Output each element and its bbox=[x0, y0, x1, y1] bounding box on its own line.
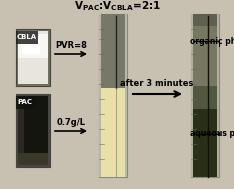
Bar bbox=[193, 14, 217, 26]
Text: after 3 minutes: after 3 minutes bbox=[120, 79, 194, 88]
Bar bbox=[99, 14, 127, 177]
Text: organic phase: organic phase bbox=[190, 36, 234, 46]
Bar bbox=[18, 153, 48, 165]
Bar bbox=[191, 14, 219, 177]
Text: 0.7g/L: 0.7g/L bbox=[56, 118, 85, 127]
Bar bbox=[18, 96, 24, 165]
Bar bbox=[16, 29, 50, 86]
Bar bbox=[191, 14, 195, 177]
Text: PAC: PAC bbox=[17, 99, 32, 105]
Bar bbox=[101, 88, 125, 177]
Bar bbox=[123, 14, 127, 177]
Text: aqueous phase: aqueous phase bbox=[190, 129, 234, 139]
Bar bbox=[22, 36, 40, 54]
Text: PVR=8: PVR=8 bbox=[55, 41, 87, 50]
Bar bbox=[18, 34, 48, 58]
Bar bbox=[215, 14, 219, 177]
Text: $\mathbf{V_{PAC}}$:$\mathbf{V_{CBLA}}$=2:1: $\mathbf{V_{PAC}}$:$\mathbf{V_{CBLA}}$=2… bbox=[73, 0, 161, 13]
Bar bbox=[16, 94, 50, 167]
Bar bbox=[193, 109, 217, 177]
Bar bbox=[16, 31, 38, 44]
Bar bbox=[101, 14, 125, 88]
Bar bbox=[193, 22, 217, 86]
Bar bbox=[193, 86, 217, 109]
Text: CBLA: CBLA bbox=[17, 34, 37, 40]
Bar bbox=[99, 14, 103, 177]
Bar bbox=[18, 96, 48, 165]
Bar bbox=[16, 96, 36, 109]
Bar bbox=[18, 31, 48, 84]
